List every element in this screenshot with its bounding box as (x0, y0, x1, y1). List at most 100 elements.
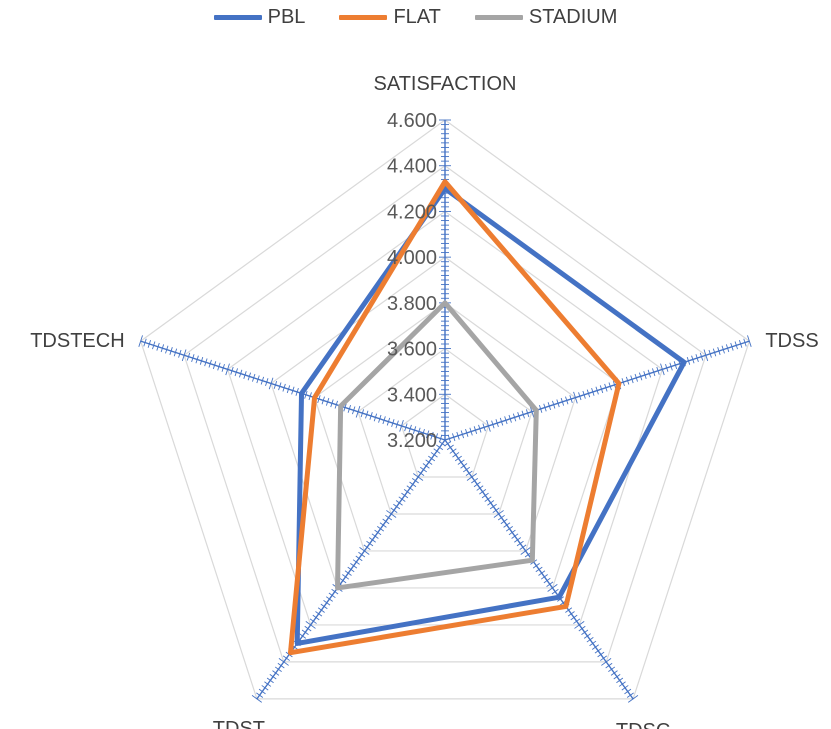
axis-tick (265, 378, 269, 387)
axis-tick (312, 614, 320, 621)
axis-tick (743, 338, 747, 347)
axis-layer (138, 119, 752, 703)
axis-tick (308, 392, 312, 401)
tick-label: 3.200 (387, 430, 437, 452)
axis-tick (514, 537, 522, 543)
axis-tick (452, 433, 456, 442)
axis-label-tdsc: TDSC (616, 720, 670, 729)
axis-tick (634, 373, 638, 382)
axis-tick (560, 397, 565, 406)
axis-tick (643, 371, 647, 379)
axis-tick (621, 685, 629, 691)
axis-tick (462, 466, 470, 473)
axis-tick (486, 420, 491, 432)
axis-tick (342, 574, 350, 580)
axis-tick (156, 342, 160, 351)
axis-tick (624, 688, 632, 695)
grid-ring (357, 347, 533, 515)
axis-tick (493, 510, 504, 518)
axis-tick (323, 600, 331, 606)
axis-tick (449, 448, 457, 454)
axis-tick (413, 473, 424, 481)
axis-tick (673, 361, 678, 370)
axis-tick (734, 341, 738, 350)
axis-tick (355, 405, 361, 418)
axis-tick (712, 348, 717, 357)
axis-tick (160, 344, 165, 353)
axis-tick (638, 372, 643, 381)
axis-tick (374, 529, 382, 536)
axis-tick (600, 655, 608, 661)
axis-tick (497, 514, 505, 521)
axis-tick (238, 369, 243, 378)
axis-tick (543, 403, 547, 412)
axis-tick (430, 431, 434, 440)
axis-tick (578, 392, 582, 401)
axis-tick (547, 584, 558, 592)
axis-tick (538, 570, 546, 576)
legend-label-flat: FLAT (393, 6, 441, 28)
axis-tick (691, 355, 695, 364)
axis-tick (460, 430, 465, 439)
series-line-flat (287, 179, 622, 656)
axis-tick (708, 349, 712, 358)
axis-tick (695, 354, 699, 363)
axis-tick (331, 588, 339, 595)
axis-tick (282, 655, 290, 661)
axis-tick (612, 380, 617, 389)
tick-label: 3.600 (387, 339, 437, 361)
axis-tick (398, 496, 406, 502)
axis-label-tdst: TDST (213, 718, 265, 729)
axis-tick (656, 366, 660, 375)
axis-tick (208, 359, 212, 368)
axis-tick (586, 636, 594, 643)
axis-tick (616, 677, 624, 684)
axis-label-tdstech: TDSTECH (30, 330, 124, 352)
axis-tick (286, 385, 291, 394)
axis-label-tdss: TDSS (765, 330, 818, 352)
axis-tick (386, 510, 397, 518)
axis-tick (230, 366, 234, 375)
axis-tick (243, 371, 247, 379)
axis-tick (417, 427, 421, 436)
axis-tick (469, 427, 473, 436)
axis-tick (456, 431, 460, 440)
axis-tick (404, 423, 408, 432)
axis-tick (256, 375, 260, 384)
legend-item-pbl: PBL (213, 6, 305, 29)
axis-tick (315, 611, 323, 617)
axis-tick (466, 473, 477, 481)
grid-ring (139, 119, 751, 700)
axis-tick (591, 388, 595, 396)
axis-tick (730, 342, 734, 351)
axis-tick (721, 345, 725, 354)
axis-tick (295, 388, 299, 396)
axis-tick (408, 424, 412, 433)
axis-tick (339, 577, 347, 584)
grid-layer (139, 119, 751, 700)
axis-tick (258, 688, 266, 695)
tick-label: 4.200 (387, 201, 437, 223)
axis-tick (217, 362, 221, 371)
axis-tick (529, 405, 535, 418)
legend-label-stadium: STADIUM (528, 6, 618, 28)
axis-tick (604, 383, 608, 392)
axis-tick (268, 377, 274, 390)
axis-tick (390, 507, 398, 513)
axis-tick (266, 677, 274, 684)
axis-tick (447, 434, 452, 443)
axis-tick (247, 372, 252, 381)
axis-tick (597, 651, 605, 658)
axis-tick (725, 344, 730, 353)
axis-tick (317, 395, 321, 403)
legend-swatch-stadium (474, 15, 523, 20)
axis-tick (371, 533, 379, 539)
axis-tick (586, 389, 591, 398)
axis-tick (495, 419, 499, 427)
axis-tick (373, 413, 378, 422)
axis-tick (330, 399, 334, 408)
axis-tick (428, 455, 436, 462)
axis-tick (540, 574, 548, 580)
legend-item-flat: FLAT (339, 6, 441, 29)
